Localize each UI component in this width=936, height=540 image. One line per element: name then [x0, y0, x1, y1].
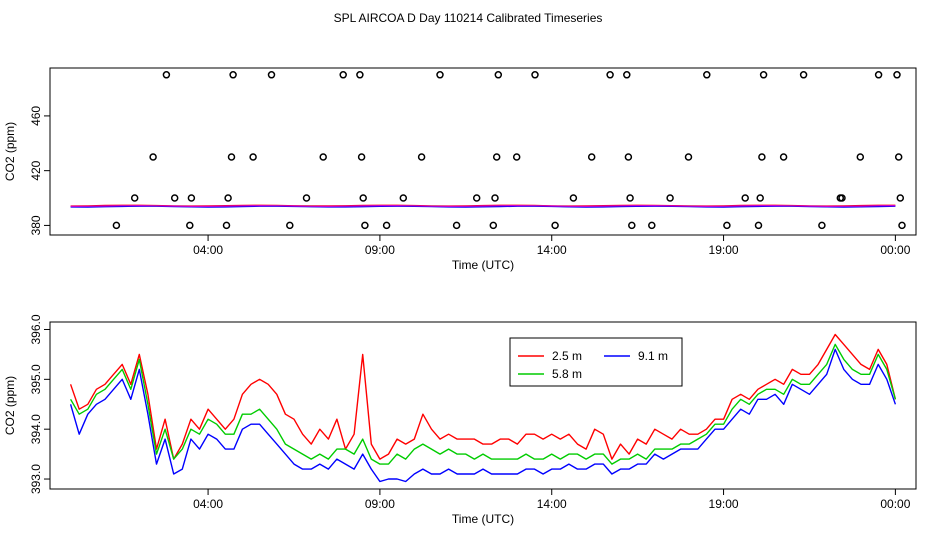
calibration-point	[130, 194, 139, 202]
calibration-point	[494, 71, 503, 79]
calibration-point	[382, 221, 391, 230]
plot-frame	[49, 67, 917, 236]
calibration-point	[472, 194, 481, 202]
x-tick-label: 00:00	[880, 243, 910, 257]
calibration-point	[756, 194, 764, 202]
legend-box	[509, 337, 683, 387]
calibration-scatter-panel: 04:00 09:00 14:00 19:00 00:00 380 420 460 Time (…	[3, 67, 917, 272]
calibration-point	[874, 71, 883, 79]
x-tick-label: 19:00	[709, 497, 739, 511]
x-axis-label: Time (UTC)	[452, 512, 514, 526]
y-tick-label: 394.0	[29, 414, 43, 444]
calibration-point	[759, 71, 768, 79]
plot-frame	[49, 321, 917, 490]
calibration-point	[361, 221, 369, 230]
calibration-point	[666, 194, 674, 202]
co2-timeseries-panel: 04:00 09:00 14:00 19:00 00:00 393.0 394.0 395.0…	[3, 314, 917, 526]
calibration-point	[723, 221, 731, 230]
calibration-point	[741, 194, 749, 202]
calibration-point	[838, 194, 846, 202]
y-tick-label: 396.0	[29, 314, 43, 344]
figure-title: SPL AIRCOA D Day 110214 Calibrated Times…	[334, 11, 603, 25]
y-tick-label: 380	[29, 215, 43, 235]
calibration-point	[319, 153, 327, 161]
series-line	[70, 204, 896, 208]
calibration-point	[856, 153, 865, 161]
y-tick-label: 460	[29, 106, 43, 126]
calibration-point	[417, 153, 426, 161]
series-line	[70, 205, 896, 208]
x-tick-label: 04:00	[193, 243, 223, 257]
x-tick-label: 14:00	[537, 497, 567, 511]
calibration-point	[267, 71, 276, 79]
calibration-point	[302, 194, 311, 202]
calibration-point	[896, 194, 905, 202]
calibration-point	[286, 221, 294, 230]
calibration-point	[754, 221, 763, 230]
calibration-point	[818, 221, 826, 230]
series-line	[69, 333, 897, 460]
x-tick-label: 14:00	[537, 243, 567, 257]
x-tick-label: 00:00	[880, 497, 910, 511]
y-axis-label: CO2 (ppm)	[3, 122, 17, 181]
calibration-point	[339, 71, 347, 79]
y-tick-label: 393.0	[29, 464, 43, 494]
calibration-point	[587, 153, 596, 161]
calibration-point	[551, 221, 559, 230]
x-tick-label: 09:00	[365, 243, 395, 257]
calibration-point	[222, 221, 231, 230]
calibration-point	[684, 153, 693, 161]
series-line	[69, 348, 897, 483]
calibration-point	[779, 153, 788, 161]
calibration-point	[623, 71, 631, 79]
calibration-point	[758, 153, 766, 161]
x-tick-label: 09:00	[365, 497, 395, 511]
calibration-point	[359, 194, 367, 202]
series-line	[69, 343, 897, 465]
calibration-point	[436, 71, 444, 79]
legend-label: 2.5 m	[552, 349, 582, 363]
x-axis-label: Time (UTC)	[452, 258, 514, 272]
calibration-point	[149, 153, 157, 161]
calibration-point	[162, 71, 171, 79]
calibration-point	[893, 71, 901, 79]
y-tick-label: 395.0	[29, 364, 43, 394]
calibration-point	[799, 71, 808, 79]
legend-label: 5.8 m	[552, 367, 582, 381]
calibration-point	[531, 71, 539, 79]
calibration-point	[452, 221, 461, 230]
calibration-point	[170, 194, 179, 202]
calibration-point	[356, 71, 364, 79]
y-tick-label: 420	[29, 160, 43, 180]
calibration-point	[626, 194, 634, 202]
calibration-point	[492, 153, 501, 161]
calibration-point	[898, 221, 906, 230]
legend: 2.5 m 5.8 m 9.1 m	[509, 337, 683, 387]
calibration-point	[112, 221, 121, 230]
calibration-point	[186, 221, 194, 230]
calibration-point	[703, 71, 711, 79]
calibration-point	[894, 153, 903, 161]
calibration-point	[187, 194, 196, 202]
x-tick-label: 19:00	[709, 243, 739, 257]
calibration-point	[489, 221, 498, 230]
calibration-point	[569, 194, 578, 202]
calibration-point	[229, 71, 237, 79]
y-axis-label: CO2 (ppm)	[3, 376, 17, 435]
calibration-point	[491, 194, 499, 202]
calibration-point	[224, 194, 232, 202]
calibration-point	[399, 194, 408, 202]
calibration-point	[249, 153, 257, 161]
calibration-point	[227, 153, 236, 161]
x-tick-label: 04:00	[193, 497, 223, 511]
legend-label: 9.1 m	[638, 349, 668, 363]
calibration-point	[512, 153, 521, 161]
calibration-point	[648, 221, 656, 230]
calibration-point	[357, 153, 366, 161]
calibration-point	[628, 221, 636, 230]
calibration-point	[624, 153, 633, 161]
calibration-point	[606, 71, 614, 79]
